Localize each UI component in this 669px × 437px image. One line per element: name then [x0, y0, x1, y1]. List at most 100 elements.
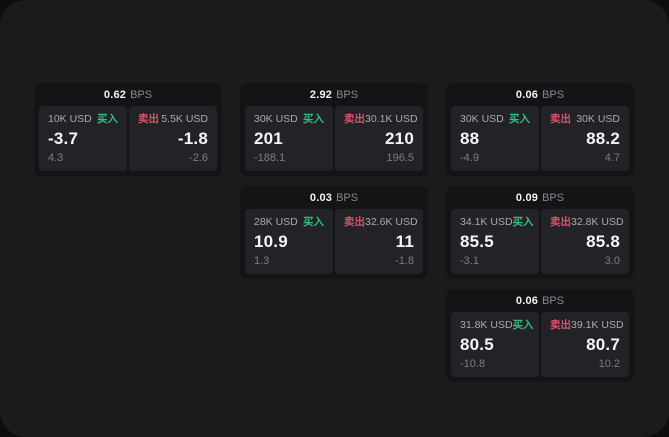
quote-card: 0.06 BPS 30K USD 买入 88 -4.9 卖出 30K USD 8…	[446, 83, 634, 176]
tiles-row: 28K USD 买入 10.9 1.3 卖出 32.6K USD 11 -1.8	[245, 209, 423, 274]
buy-size: 31.8K USD	[460, 319, 513, 331]
sell-delta: -2.6	[189, 152, 208, 164]
sell-side-label: 卖出	[138, 113, 159, 125]
bps-unit-label: BPS	[542, 88, 565, 101]
bps-value: 0.03	[309, 191, 333, 204]
buy-side-label: 买入	[97, 113, 118, 125]
buy-tile-top: 30K USD 买入	[460, 114, 530, 125]
sell-tile-top: 卖出 30K USD	[550, 114, 620, 125]
tiles-row: 31.8K USD 买入 80.5 -10.8 卖出 39.1K USD 80.…	[451, 312, 629, 377]
sell-price: 210	[385, 129, 414, 149]
buy-delta: 4.3	[48, 152, 64, 164]
buy-size: 30K USD	[254, 113, 298, 125]
quote-card: 0.06 BPS 31.8K USD 买入 80.5 -10.8 卖出 39.1…	[446, 289, 634, 382]
bps-value: 0.06	[515, 88, 539, 101]
sell-price: 85.8	[586, 232, 620, 252]
buy-tile[interactable]: 31.8K USD 买入 80.5 -10.8	[451, 312, 539, 377]
sell-side-label: 卖出	[550, 216, 571, 228]
tiles-row: 10K USD 买入 -3.7 4.3 卖出 5.5K USD -1.8 -2.…	[39, 106, 217, 171]
sell-tile[interactable]: 卖出 5.5K USD -1.8 -2.6	[129, 106, 217, 171]
sell-side-label: 卖出	[550, 113, 571, 125]
buy-price: 88	[460, 129, 480, 149]
sell-side-label: 卖出	[344, 216, 365, 228]
sell-delta: 196.5	[386, 152, 414, 164]
tiles-row: 34.1K USD 买入 85.5 -3.1 卖出 32.8K USD 85.8…	[451, 209, 629, 274]
buy-tile-top: 28K USD 买入	[254, 217, 324, 228]
quote-card: 0.09 BPS 34.1K USD 买入 85.5 -3.1 卖出 32.8K…	[446, 186, 634, 279]
buy-side-label: 买入	[512, 216, 534, 228]
buy-tile[interactable]: 30K USD 买入 88 -4.9	[451, 106, 539, 171]
buy-tile-top: 30K USD 买入	[254, 114, 324, 125]
card-header: 2.92 BPS	[245, 83, 423, 106]
card-header: 0.09 BPS	[451, 186, 629, 209]
sell-tile[interactable]: 卖出 39.1K USD 80.7 10.2	[541, 312, 629, 377]
buy-tile-top: 31.8K USD 买入	[460, 319, 534, 331]
buy-delta: -4.9	[460, 152, 479, 164]
buy-price: 10.9	[254, 232, 288, 252]
buy-side-label: 买入	[303, 113, 324, 125]
quote-card: 0.03 BPS 28K USD 买入 10.9 1.3 卖出 32.6K US…	[240, 186, 428, 279]
quote-card: 0.62 BPS 10K USD 买入 -3.7 4.3 卖出 5.5K USD…	[34, 83, 222, 176]
sell-size: 32.6K USD	[365, 216, 418, 228]
card-header: 0.62 BPS	[39, 83, 217, 106]
sell-tile[interactable]: 卖出 32.8K USD 85.8 3.0	[541, 209, 629, 274]
sell-tile-top: 卖出 30.1K USD	[344, 113, 418, 125]
card-header: 0.06 BPS	[451, 289, 629, 312]
buy-side-label: 买入	[509, 113, 530, 125]
buy-tile-top: 10K USD 买入	[48, 114, 118, 125]
sell-tile-top: 卖出 39.1K USD	[550, 320, 624, 331]
bps-unit-label: BPS	[542, 294, 565, 307]
buy-size: 10K USD	[48, 113, 92, 125]
sell-size: 5.5K USD	[161, 113, 208, 125]
buy-price: 80.5	[460, 335, 494, 355]
sell-size: 30.1K USD	[365, 113, 418, 125]
buy-price: 85.5	[460, 232, 494, 252]
sell-tile-top: 卖出 32.6K USD	[344, 216, 418, 228]
sell-size: 32.8K USD	[571, 216, 624, 228]
buy-tile[interactable]: 34.1K USD 买入 85.5 -3.1	[451, 209, 539, 274]
bps-unit-label: BPS	[336, 191, 359, 204]
bps-value: 0.62	[103, 88, 127, 101]
sell-size: 30K USD	[576, 113, 620, 125]
sell-price: 80.7	[586, 335, 620, 355]
card-header: 0.03 BPS	[245, 186, 423, 209]
bps-value: 2.92	[309, 88, 333, 101]
buy-size: 28K USD	[254, 216, 298, 228]
buy-price: -3.7	[48, 129, 79, 149]
buy-tile[interactable]: 30K USD 买入 201 -188.1	[245, 106, 333, 171]
buy-side-label: 买入	[512, 319, 534, 331]
sell-side-label: 卖出	[344, 113, 365, 125]
sell-tile[interactable]: 卖出 30.1K USD 210 196.5	[335, 106, 423, 171]
sell-delta: 3.0	[604, 255, 620, 267]
bps-unit-label: BPS	[130, 88, 153, 101]
buy-tile[interactable]: 10K USD 买入 -3.7 4.3	[39, 106, 127, 171]
buy-delta: -10.8	[460, 358, 486, 370]
buy-side-label: 买入	[303, 216, 324, 228]
quote-cards-grid: 0.62 BPS 10K USD 买入 -3.7 4.3 卖出 5.5K USD…	[34, 83, 634, 382]
quote-card: 2.92 BPS 30K USD 买入 201 -188.1 卖出 30.1K …	[240, 83, 428, 176]
sell-delta: 10.2	[598, 358, 620, 370]
sell-tile[interactable]: 卖出 30K USD 88.2 4.7	[541, 106, 629, 171]
sell-price: -1.8	[177, 129, 208, 149]
sell-tile-top: 卖出 32.8K USD	[550, 216, 624, 228]
sell-delta: 4.7	[604, 152, 620, 164]
sell-price: 88.2	[586, 129, 620, 149]
buy-delta: -188.1	[254, 152, 286, 164]
buy-tile-top: 34.1K USD 买入	[460, 216, 534, 228]
buy-size: 30K USD	[460, 113, 504, 125]
tiles-row: 30K USD 买入 88 -4.9 卖出 30K USD 88.2 4.7	[451, 106, 629, 171]
tiles-row: 30K USD 买入 201 -188.1 卖出 30.1K USD 210 1…	[245, 106, 423, 171]
buy-tile[interactable]: 28K USD 买入 10.9 1.3	[245, 209, 333, 274]
buy-delta: 1.3	[254, 255, 270, 267]
bps-unit-label: BPS	[336, 88, 359, 101]
sell-size: 39.1K USD	[571, 319, 624, 331]
sell-tile[interactable]: 卖出 32.6K USD 11 -1.8	[335, 209, 423, 274]
bps-value: 0.06	[515, 294, 539, 307]
card-header: 0.06 BPS	[451, 83, 629, 106]
bps-value: 0.09	[515, 191, 539, 204]
buy-size: 34.1K USD	[460, 216, 513, 228]
sell-delta: -1.8	[395, 255, 414, 267]
buy-delta: -3.1	[460, 255, 479, 267]
bps-unit-label: BPS	[542, 191, 565, 204]
